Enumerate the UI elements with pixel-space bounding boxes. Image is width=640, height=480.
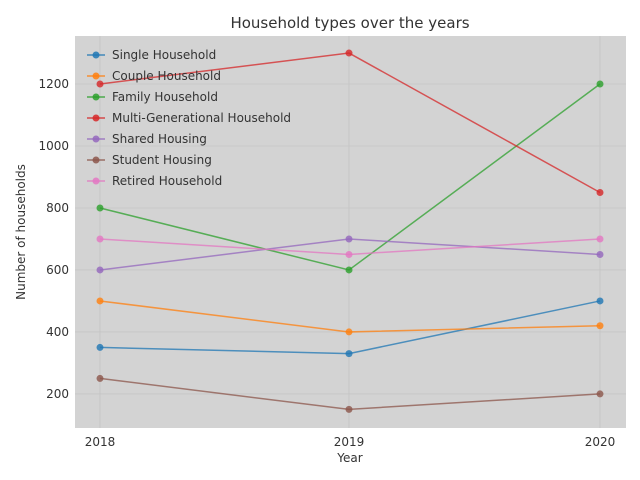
x-axis-label: Year	[336, 451, 362, 465]
data-point	[96, 297, 104, 305]
legend-marker	[92, 135, 100, 143]
legend-marker	[92, 93, 100, 101]
y-axis-label: Number of households	[14, 164, 28, 300]
data-point	[596, 297, 604, 305]
y-tick-label: 200	[46, 387, 69, 401]
data-point	[96, 235, 104, 243]
data-point	[96, 266, 104, 274]
y-tick-label: 800	[46, 201, 69, 215]
data-point	[345, 405, 353, 413]
x-axis-ticks: 2018 2019 2020	[85, 435, 616, 449]
data-point	[345, 250, 353, 258]
chart-title: Household types over the years	[230, 14, 469, 32]
data-point	[596, 250, 604, 258]
x-tick-label: 2020	[585, 435, 616, 449]
data-point	[96, 80, 104, 88]
y-tick-label: 400	[46, 325, 69, 339]
y-axis-ticks: 200 400 600 800 1000 1200	[38, 77, 69, 401]
legend-label: Multi-Generational Household	[112, 111, 291, 125]
y-tick-label: 1200	[38, 77, 69, 91]
legend-label: Family Household	[112, 90, 218, 104]
data-point	[345, 266, 353, 274]
data-point	[96, 374, 104, 382]
legend-marker	[92, 72, 100, 80]
legend-label: Single Household	[112, 48, 216, 62]
series-group	[96, 374, 604, 413]
data-point	[345, 235, 353, 243]
legend-label: Retired Household	[112, 174, 222, 188]
legend-item: Family Household	[87, 90, 218, 104]
legend-marker	[92, 156, 100, 164]
legend-item: Single Household	[87, 48, 216, 62]
series-group	[96, 297, 604, 336]
data-point	[596, 80, 604, 88]
data-point	[345, 49, 353, 57]
legend-item: Student Housing	[87, 153, 212, 167]
legend-marker	[92, 51, 100, 59]
legend-marker	[92, 177, 100, 185]
legend: Single Household Couple Household Family H…	[87, 48, 291, 188]
legend-item: Retired Household	[87, 174, 222, 188]
series-layer	[96, 49, 604, 413]
x-tick-label: 2019	[334, 435, 365, 449]
legend-label: Shared Housing	[112, 132, 207, 146]
data-point	[596, 188, 604, 196]
legend-item: Couple Household	[87, 69, 221, 83]
series-group	[96, 235, 604, 274]
legend-label: Student Housing	[112, 153, 212, 167]
data-point	[96, 204, 104, 212]
data-point	[96, 343, 104, 351]
legend-marker	[92, 114, 100, 122]
legend-item: Shared Housing	[87, 132, 207, 146]
data-point	[596, 390, 604, 398]
data-point	[345, 328, 353, 336]
data-point	[596, 235, 604, 243]
legend-label: Couple Household	[112, 69, 221, 83]
series-group	[96, 235, 604, 258]
y-tick-label: 600	[46, 263, 69, 277]
series-group	[96, 49, 604, 196]
series-group	[96, 297, 604, 358]
data-point	[345, 350, 353, 358]
x-tick-label: 2018	[85, 435, 116, 449]
y-tick-label: 1000	[38, 139, 69, 153]
legend-item: Multi-Generational Household	[87, 111, 291, 125]
data-point	[596, 322, 604, 330]
plot-area	[75, 36, 626, 428]
